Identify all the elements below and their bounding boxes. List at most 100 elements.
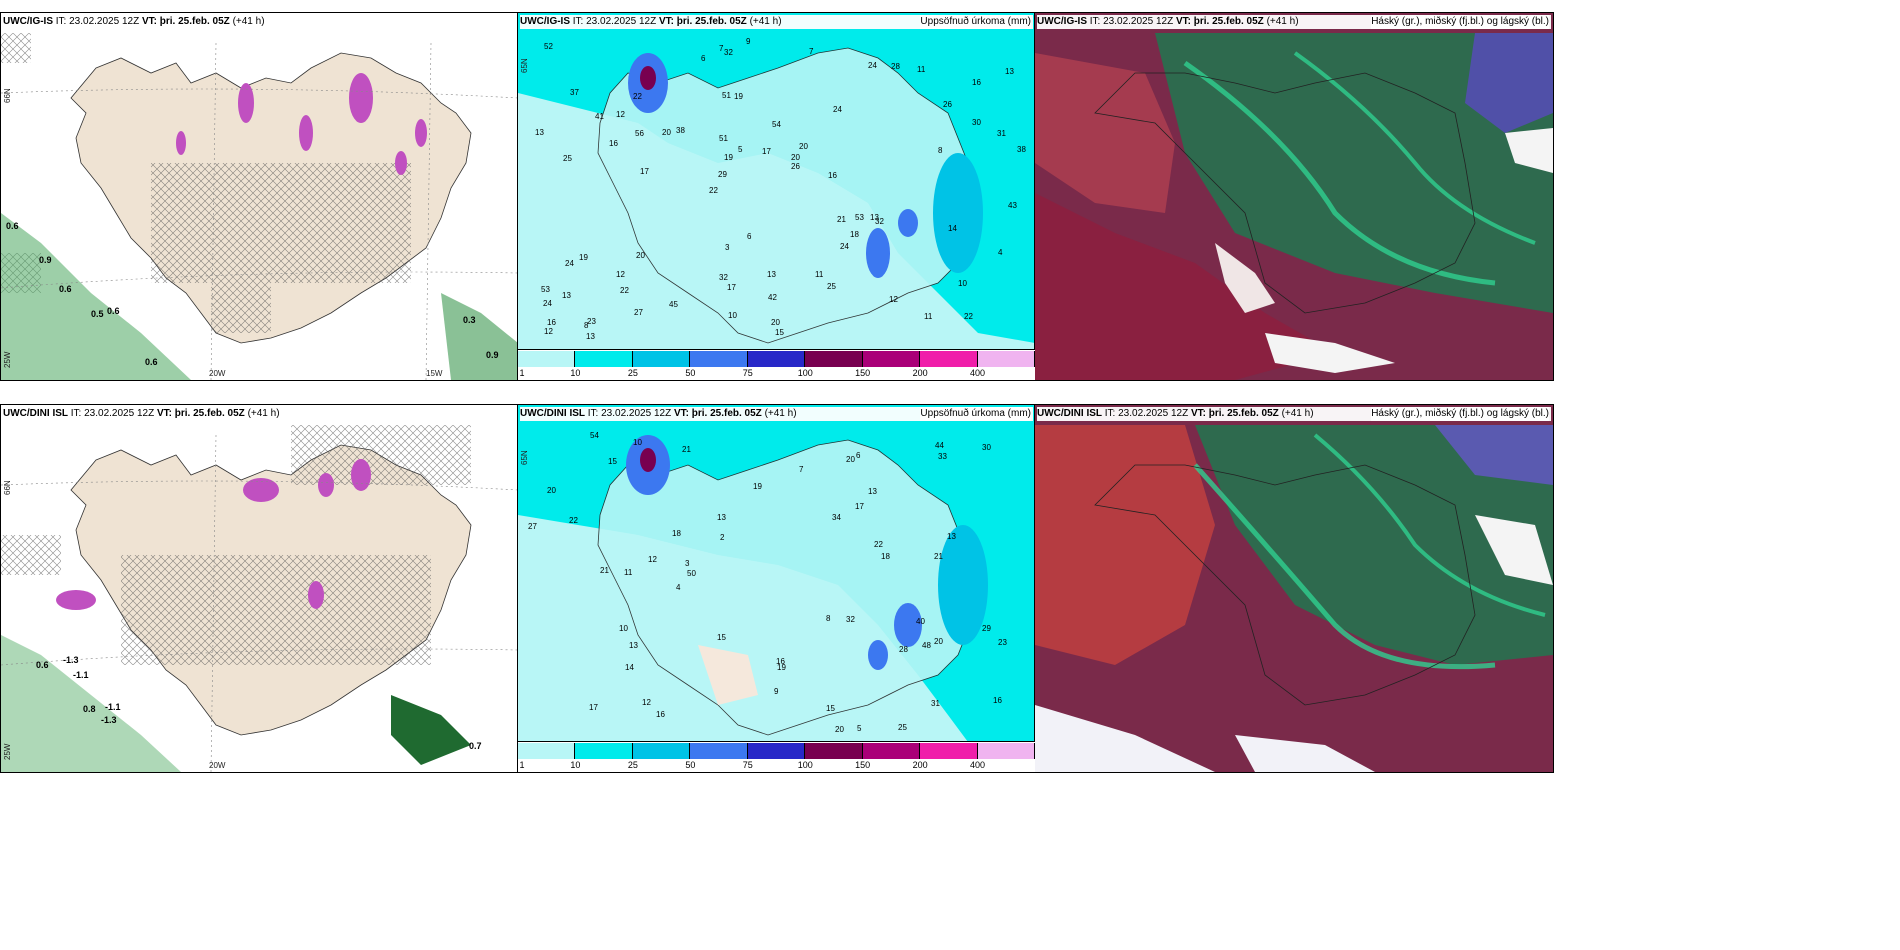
lon-label: 20W xyxy=(209,369,226,378)
precip-value: 22 xyxy=(633,92,642,101)
legend-swatch xyxy=(518,743,576,759)
legend-tick-label: 1 xyxy=(519,368,525,378)
precip-value: 23 xyxy=(998,638,1007,647)
precip-value: 45 xyxy=(669,300,678,309)
precip-value: 10 xyxy=(728,311,737,320)
precip-value: 3 xyxy=(685,559,690,568)
precip-value: 19 xyxy=(753,482,762,491)
precip-value: 12 xyxy=(889,295,898,304)
panel-title: UWC/IG-IS IT: 23.02.2025 12Z VT: þri. 25… xyxy=(520,15,1033,29)
lat-label: 65N xyxy=(520,58,529,73)
precip-value: 12 xyxy=(616,110,625,119)
precip-value: 11 xyxy=(815,270,824,279)
legend-swatch xyxy=(805,743,863,759)
precip-value: 51 xyxy=(722,91,731,100)
legend-swatch xyxy=(632,743,691,759)
snow-label: 0.6 xyxy=(59,284,72,294)
legend-tick-label: 25 xyxy=(627,760,638,770)
precip-value: 12 xyxy=(642,698,651,707)
map-panel-3: UWC/IG-IS IT: 23.02.2025 12Z VT: þri. 25… xyxy=(1034,12,1554,381)
precip-value: 7 xyxy=(809,47,814,56)
legend-swatch xyxy=(747,743,806,759)
legend-tick-label: 50 xyxy=(685,760,696,770)
precip-value: 38 xyxy=(1017,145,1026,154)
precip-value: 32 xyxy=(875,217,884,226)
precip-value: 4 xyxy=(998,248,1003,257)
legend-swatch xyxy=(575,351,633,367)
legend-tick-label: 10 xyxy=(570,760,581,770)
precip-value: 15 xyxy=(775,328,784,337)
precip-value: 20 xyxy=(934,637,943,646)
precip-value: 19 xyxy=(579,253,588,262)
legend-swatch xyxy=(862,743,921,759)
lon-label: 15W xyxy=(426,369,443,378)
lat-label: 25W xyxy=(3,743,12,760)
precip-value: 20 xyxy=(636,251,645,260)
precip-value: 11 xyxy=(917,65,926,74)
precip-value: 20 xyxy=(799,142,808,151)
precip-value: 13 xyxy=(629,641,638,650)
snow-label: -1.3 xyxy=(63,655,79,665)
precip-value: 10 xyxy=(633,438,642,447)
precip-value: 22 xyxy=(569,516,578,525)
precip-value: 42 xyxy=(768,293,777,302)
precip-value: 25 xyxy=(563,154,572,163)
precip-value: 17 xyxy=(589,703,598,712)
panel-title: UWC/DINI ISL IT: 23.02.2025 12Z VT: þri.… xyxy=(520,407,1033,421)
precip-value: 24 xyxy=(565,259,574,268)
precip-value: 41 xyxy=(595,112,604,121)
legend-tick-label: 10 xyxy=(570,368,581,378)
legend-swatch xyxy=(862,351,921,367)
map-panel-4: UWC/DINI ISL IT: 23.02.2025 12Z VT: þri.… xyxy=(0,404,519,773)
precip-value: 11 xyxy=(924,312,933,321)
legend-tick-label: 50 xyxy=(685,368,696,378)
precip-value: 13 xyxy=(868,487,877,496)
precip-value: 53 xyxy=(541,285,550,294)
precip-value: 11 xyxy=(624,568,633,577)
precip-value: 31 xyxy=(997,129,1006,138)
snow-label: -1.1 xyxy=(105,702,121,712)
precip-value: 6 xyxy=(701,54,706,63)
precip-value: 7 xyxy=(799,465,804,474)
precip-value: 13 xyxy=(717,513,726,522)
precip-value: 15 xyxy=(608,457,617,466)
precip-value: 14 xyxy=(625,663,634,672)
cloud-map xyxy=(1035,405,1553,772)
precip-value: 16 xyxy=(993,696,1002,705)
precip-value: 29 xyxy=(982,624,991,633)
legend-tick-label: 200 xyxy=(912,760,928,770)
legend-tick-label: 1 xyxy=(519,760,525,770)
precip-value: 21 xyxy=(934,552,943,561)
precip-value: 13 xyxy=(586,332,595,341)
precip-value: 17 xyxy=(762,147,771,156)
legend-tick-label: 200 xyxy=(912,368,928,378)
panel-title: UWC/IG-IS IT: 23.02.2025 12Z VT: þri. 25… xyxy=(3,15,516,29)
snow-label: 0.8 xyxy=(83,704,96,714)
precip-value: 16 xyxy=(547,318,556,327)
snow-label: 0.9 xyxy=(39,255,52,265)
precip-value: 13 xyxy=(947,532,956,541)
snow-label: 0.6 xyxy=(145,357,158,367)
precip-value: 12 xyxy=(648,555,657,564)
precip-value: 13 xyxy=(767,270,776,279)
wind-snow-map: 0.6 0.9 0.6 0.5 0.6 0.6 0.3 0.9 xyxy=(1,13,518,380)
precip-value: 37 xyxy=(570,88,579,97)
precip-value: 51 xyxy=(719,134,728,143)
precip-value: 9 xyxy=(774,687,779,696)
precip-value: 13 xyxy=(535,128,544,137)
snow-label: 0.5 xyxy=(91,309,104,319)
snow-label: -1.1 xyxy=(73,670,89,680)
precip-value: 6 xyxy=(747,232,752,241)
precip-value: 31 xyxy=(931,699,940,708)
legend-swatch xyxy=(575,743,633,759)
precip-value: 18 xyxy=(881,552,890,561)
precip-value: 16 xyxy=(828,171,837,180)
snow-label: 0.7 xyxy=(469,741,482,751)
precip-value: 19 xyxy=(777,663,786,672)
precip-value: 50 xyxy=(687,569,696,578)
precip-value: 25 xyxy=(827,282,836,291)
precip-value: 19 xyxy=(734,92,743,101)
precip-value: 20 xyxy=(846,455,855,464)
cloud-map xyxy=(1035,13,1553,380)
precip-value: 54 xyxy=(772,120,781,129)
